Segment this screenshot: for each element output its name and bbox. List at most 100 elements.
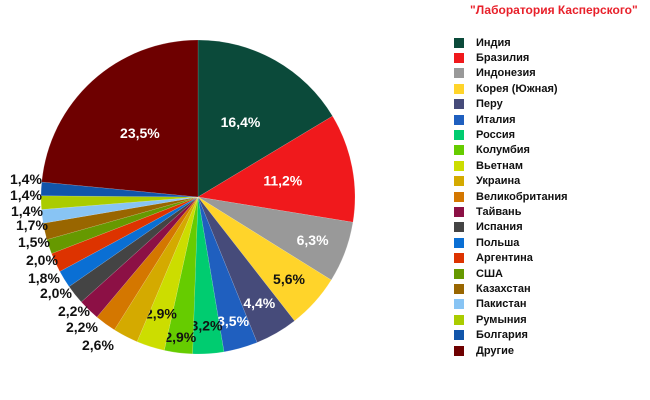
legend-swatch [454,283,464,294]
pie-slice [197,196,354,281]
legend-swatch [454,345,464,356]
legend-item: Польша [454,235,568,250]
slice-label: 1,8% [28,270,60,286]
pie-slice [197,196,332,322]
legend-swatch [454,145,464,156]
pie-slice [136,196,199,351]
legend-swatch [454,53,464,64]
slice-label: 6,3% [297,232,329,248]
slice-label: 2,6% [82,337,114,353]
legend-label: Корея (Южная) [476,82,558,95]
legend-item: Индонезия [454,66,568,81]
slice-label: 3,5% [217,313,249,329]
legend-label: Болгария [476,329,528,342]
legend-swatch [454,130,464,141]
legend-swatch [454,160,464,171]
legend-label: Россия [476,129,516,142]
legend-label: Великобритания [476,190,568,203]
legend-item: Индия [454,35,568,50]
legend-label: Колумбия [476,144,530,157]
legend-item: Россия [454,127,568,142]
slice-label: 1,5% [18,234,50,250]
legend-swatch [454,176,464,187]
legend-label: Аргентина [476,252,533,265]
legend-item: Тайвань [454,204,568,219]
legend-label: Бразилия [476,52,530,65]
legend-swatch [454,268,464,279]
legend-label: Индия [476,36,511,49]
legend-item: Другие [454,343,568,358]
legend-item: Великобритания [454,189,568,204]
legend-item: Украина [454,174,568,189]
slice-label: 5,6% [273,271,305,287]
legend-label: Украина [476,175,521,188]
pie-slice [96,196,199,331]
legend-swatch [454,68,464,79]
slice-label: 23,5% [120,125,160,141]
legend-swatch [454,253,464,264]
pie-slice [197,115,356,223]
legend-label: Испания [476,221,523,234]
slice-label: 1,4% [11,203,43,219]
pie-slice [40,181,199,198]
legend-swatch [454,83,464,94]
legend-label: Другие [476,344,514,357]
legend-swatch [454,222,464,233]
legend-label: Казахстан [476,282,531,295]
pie-slice [41,196,199,224]
legend-swatch [454,314,464,325]
legend-label: Тайвань [476,205,522,218]
slice-label: 1,7% [16,217,48,233]
legend-item: Болгария [454,327,568,342]
slice-label: 3,2% [191,318,223,334]
slice-label: 16,4% [221,114,261,130]
legend-item: Казахстан [454,281,568,296]
legend-label: Румыния [476,313,527,326]
slice-label: 1,4% [10,187,42,203]
pie-slice [40,195,199,210]
pie-slice [192,196,225,355]
legend: Индия Бразилия Индонезия Корея (Южная) Перу И… [454,35,568,358]
pie-slice [51,196,199,272]
legend-item: Румыния [454,312,568,327]
pie-slice [197,196,295,343]
chart-title: "Лаборатория Касперского" [470,3,638,17]
pie-slice [41,39,199,198]
slice-label: 1,4% [10,171,42,187]
slice-label: 2,0% [26,252,58,268]
legend-swatch [454,99,464,110]
pie-slice [163,196,199,355]
legend-label: Вьетнам [476,159,523,172]
legend-item: Колумбия [454,143,568,158]
slice-label: 11,2% [263,173,302,189]
legend-swatch [454,330,464,341]
legend-swatch [454,299,464,310]
slice-label: 4,4% [243,295,275,311]
legend-swatch [454,206,464,217]
legend-swatch [454,191,464,202]
slice-label: 2,0% [40,285,72,301]
legend-item: Испания [454,220,568,235]
legend-label: Польша [476,236,520,249]
legend-label: Индонезия [476,67,536,80]
legend-label: Италия [476,113,516,126]
pie-slice [46,196,199,254]
legend-label: США [476,267,503,280]
legend-item: Пакистан [454,297,568,312]
legend-label: Пакистан [476,298,527,311]
pie-slice [42,196,199,240]
pie-slice [114,196,199,343]
pie-slice [68,196,199,303]
pie-slice [197,39,333,198]
legend-swatch [454,114,464,125]
legend-item: Перу [454,97,568,112]
slice-label: 2,9% [145,306,177,322]
slice-label: 2,2% [66,319,98,335]
pie-slice [197,196,258,353]
legend-swatch [454,237,464,248]
legend-item: Италия [454,112,568,127]
pie-slice [80,196,199,318]
legend-item: США [454,266,568,281]
legend-item: Вьетнам [454,158,568,173]
